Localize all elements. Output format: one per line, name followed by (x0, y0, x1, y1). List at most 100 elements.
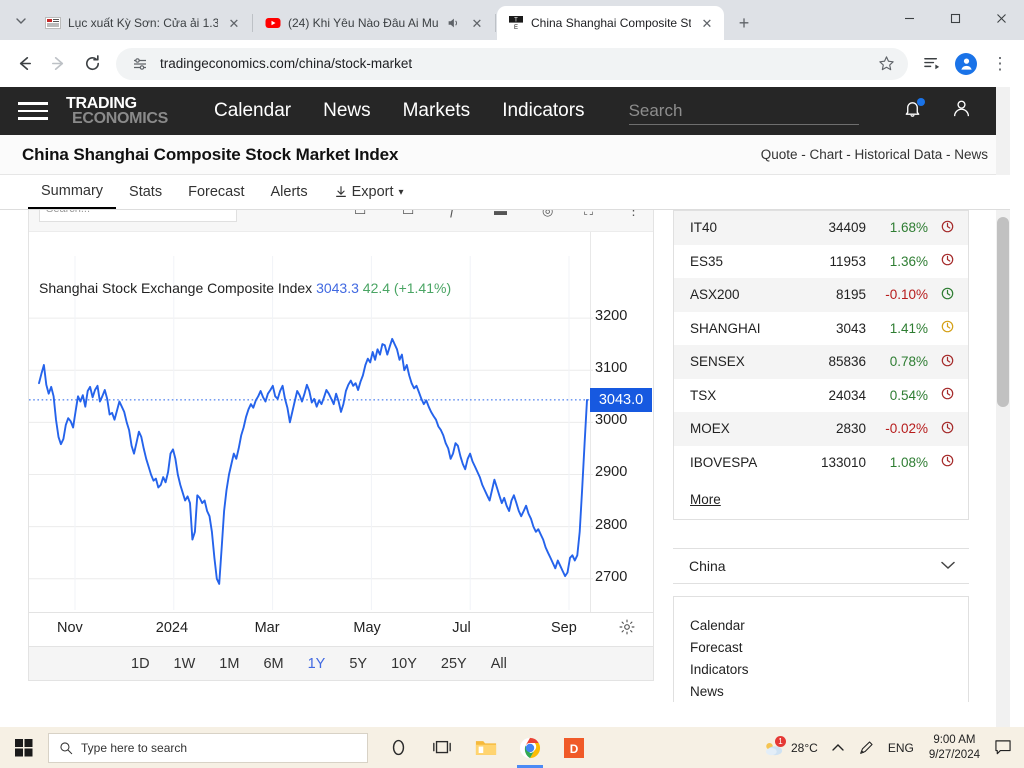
compare-icon[interactable]: ▭ (354, 210, 367, 218)
page-content: TRADING ECONOMICS Calendar News Markets … (0, 87, 1010, 727)
taskbar-search-input[interactable]: Type here to search (48, 732, 368, 763)
tab-alerts[interactable]: Alerts (257, 175, 321, 209)
close-icon[interactable]: ✕ (228, 15, 240, 31)
table-row[interactable]: TSX 24034 0.54% (674, 379, 968, 413)
country-selector[interactable]: China (673, 548, 969, 584)
table-row[interactable]: SENSEX 85836 0.78% (674, 345, 968, 379)
table-row[interactable]: ASX200 8195 -0.10% (674, 278, 968, 312)
tab-forecast[interactable]: Forecast (175, 175, 258, 209)
reload-button[interactable] (76, 48, 108, 80)
file-explorer-icon[interactable] (464, 727, 508, 768)
nav-link-news[interactable]: News (323, 100, 371, 121)
scrollbar-thumb[interactable] (997, 217, 1009, 407)
link-calendar[interactable]: Calendar (690, 618, 745, 633)
tab-search-chevron-icon[interactable] (8, 4, 34, 38)
clock-date: 9/27/2024 (928, 748, 980, 761)
range-button-1d[interactable]: 1D (131, 655, 150, 672)
tab-summary[interactable]: Summary (28, 175, 117, 209)
link-forecast[interactable]: Forecast (690, 640, 743, 655)
profile-avatar-icon[interactable] (950, 48, 982, 80)
forward-button[interactable] (42, 48, 74, 80)
indicator-icon[interactable]: ƒ (449, 210, 457, 218)
site-logo[interactable]: TRADING ECONOMICS (66, 95, 168, 126)
reading-list-icon[interactable] (916, 48, 948, 80)
language-indicator[interactable]: ENG (887, 740, 914, 755)
clock[interactable]: 9:00 AM 9/27/2024 (921, 733, 988, 763)
browser-menu-button[interactable]: ⋮ (991, 53, 1009, 73)
market-status-clock-icon (928, 287, 954, 303)
page-title: China Shanghai Composite Stock Market In… (22, 144, 399, 164)
range-button-5y[interactable]: 5Y (349, 655, 368, 672)
site-search-input[interactable]: Search (628, 97, 859, 125)
chart-search-input[interactable]: Search... (39, 210, 237, 222)
chrome-icon[interactable] (508, 727, 552, 768)
index-value: 11953 (829, 253, 866, 269)
page-scrollbar[interactable] (996, 87, 1010, 727)
tab-title: China Shanghai Composite Sto (531, 16, 691, 30)
task-view-icon[interactable] (420, 727, 464, 768)
link-news[interactable]: News (690, 684, 724, 699)
range-button-10y[interactable]: 10Y (391, 655, 417, 672)
audio-playing-icon[interactable] (445, 15, 461, 31)
nav-link-indicators[interactable]: Indicators (502, 100, 585, 121)
hamburger-menu-icon[interactable] (18, 99, 48, 123)
more-link[interactable]: More (690, 491, 721, 507)
weather-badge: 1 (775, 735, 786, 747)
url-text: tradingeconomics.com/china/stock-market (160, 56, 413, 71)
new-tab-button[interactable]: + (738, 12, 750, 33)
chart-y-tick: 2700 (595, 568, 628, 585)
table-row[interactable]: ES35 11953 1.36% (674, 245, 968, 279)
account-icon[interactable] (951, 98, 972, 124)
table-row[interactable]: IBOVESPA 133010 1.08% (674, 446, 968, 480)
idm-icon[interactable]: D (552, 727, 596, 768)
chevron-down-icon[interactable] (941, 559, 955, 573)
notifications-icon[interactable] (902, 98, 925, 124)
chart-vertical-gridlines (74, 256, 570, 610)
zoom-icon[interactable]: ◎ (542, 210, 554, 218)
address-bar[interactable]: tradingeconomics.com/china/stock-market (116, 47, 908, 80)
range-button-1w[interactable]: 1W (173, 655, 196, 672)
chart-svg (29, 256, 593, 610)
back-button[interactable] (8, 48, 40, 80)
show-hidden-icons-chevron[interactable] (825, 727, 851, 768)
range-button-6m[interactable]: 6M (263, 655, 284, 672)
browser-tab-active[interactable]: T E China Shanghai Composite Sto ✕ (497, 6, 724, 40)
window-controls (886, 0, 1024, 36)
chart-settings-icon[interactable] (619, 619, 635, 640)
bookmark-star-icon[interactable] (876, 54, 896, 74)
nav-link-calendar[interactable]: Calendar (213, 100, 292, 121)
range-button-all[interactable]: All (490, 655, 507, 672)
maximize-button[interactable] (932, 0, 978, 36)
table-row[interactable]: SHANGHAI 3043 1.41% (674, 312, 968, 346)
chart-type-icon[interactable]: ▭ (402, 210, 415, 218)
browser-tab[interactable]: Lục xuất Kỳ Sơn: Cửa ải 1.300 - ✕ (34, 6, 251, 40)
quick-links[interactable]: Quote - Chart - Historical Data - News (760, 147, 988, 162)
pen-icon[interactable] (851, 727, 881, 768)
range-button-25y[interactable]: 25Y (440, 655, 467, 672)
chart-plot-area[interactable]: Shanghai Stock Exchange Composite Index … (29, 232, 653, 612)
settings-bars-icon[interactable]: ▬ (494, 210, 507, 218)
nav-link-markets[interactable]: Markets (402, 100, 471, 121)
table-row[interactable]: MOEX 2830 -0.02% (674, 412, 968, 446)
fullscreen-icon[interactable]: ⛶ (584, 210, 594, 218)
more-options-icon[interactable]: ⋮ (627, 210, 640, 218)
search-icon (59, 741, 73, 755)
tab-stats[interactable]: Stats (116, 175, 176, 209)
chevron-down-icon: ▾ (398, 186, 404, 198)
range-button-1y[interactable]: 1Y (307, 655, 326, 672)
cortana-icon[interactable] (376, 727, 420, 768)
index-name: SHANGHAI (690, 320, 761, 336)
table-row[interactable]: IT40 34409 1.68% (674, 211, 968, 245)
browser-tab[interactable]: (24) Khi Yêu Nào Đâu Ai Mu ✕ (254, 6, 494, 40)
range-button-1m[interactable]: 1M (219, 655, 240, 672)
link-indicators[interactable]: Indicators (690, 662, 749, 677)
site-settings-icon[interactable] (130, 54, 150, 74)
windows-logo-icon[interactable] (0, 727, 48, 768)
action-center-icon[interactable] (988, 727, 1018, 768)
weather-widget[interactable]: 1 28°C (756, 727, 825, 768)
close-window-button[interactable] (978, 0, 1024, 36)
close-icon[interactable]: ✕ (701, 15, 713, 31)
minimize-button[interactable] (886, 0, 932, 36)
tab-export[interactable]: Export ▾ (320, 175, 417, 209)
close-icon[interactable]: ✕ (471, 15, 483, 31)
